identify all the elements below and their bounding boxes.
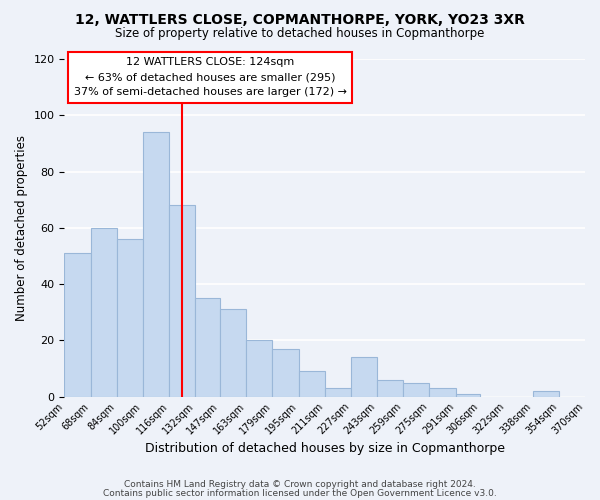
Bar [325, 388, 351, 396]
Bar [169, 206, 196, 396]
Bar [246, 340, 272, 396]
Bar [272, 349, 299, 397]
Bar [143, 132, 169, 396]
Bar [403, 382, 430, 396]
Bar [351, 357, 377, 397]
Bar [455, 394, 480, 396]
Bar [377, 380, 403, 396]
Bar [299, 372, 325, 396]
Bar [220, 310, 246, 396]
Bar [196, 298, 220, 396]
Bar [64, 253, 91, 396]
X-axis label: Distribution of detached houses by size in Copmanthorpe: Distribution of detached houses by size … [145, 442, 505, 455]
Text: 12, WATTLERS CLOSE, COPMANTHORPE, YORK, YO23 3XR: 12, WATTLERS CLOSE, COPMANTHORPE, YORK, … [75, 12, 525, 26]
Bar [117, 239, 143, 396]
Text: Contains HM Land Registry data © Crown copyright and database right 2024.: Contains HM Land Registry data © Crown c… [124, 480, 476, 489]
Bar [533, 391, 559, 396]
Y-axis label: Number of detached properties: Number of detached properties [15, 135, 28, 321]
Text: Contains public sector information licensed under the Open Government Licence v3: Contains public sector information licen… [103, 489, 497, 498]
Bar [91, 228, 117, 396]
Text: 12 WATTLERS CLOSE: 124sqm
← 63% of detached houses are smaller (295)
37% of semi: 12 WATTLERS CLOSE: 124sqm ← 63% of detac… [74, 58, 347, 97]
Bar [430, 388, 455, 396]
Text: Size of property relative to detached houses in Copmanthorpe: Size of property relative to detached ho… [115, 28, 485, 40]
